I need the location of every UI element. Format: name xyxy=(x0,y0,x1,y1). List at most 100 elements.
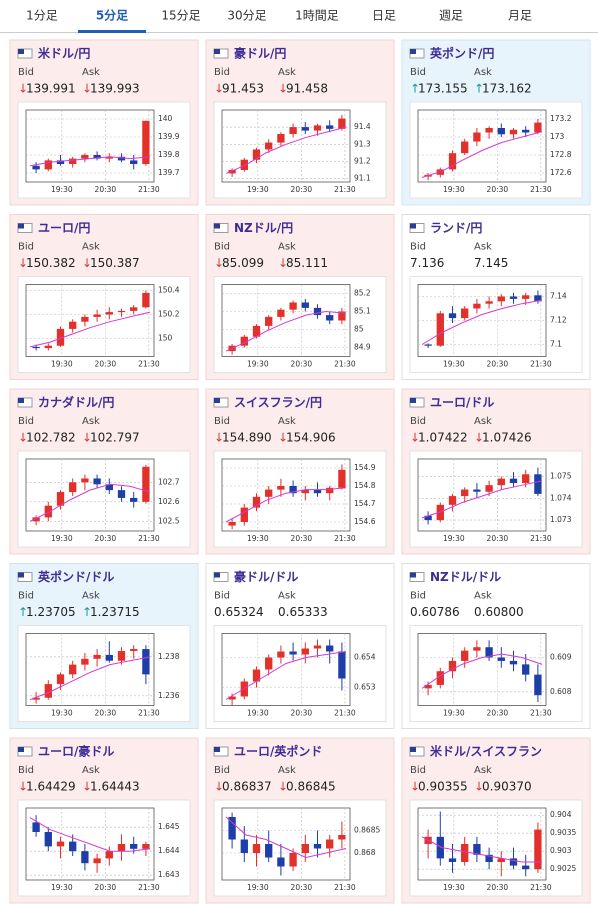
flag-icon-mark xyxy=(410,572,416,578)
candle-body xyxy=(485,485,493,492)
x-tick-label: 21:30 xyxy=(530,534,552,543)
bid-price: 150.382 xyxy=(26,256,76,270)
x-tick-label: 21:30 xyxy=(138,185,160,194)
candle-body xyxy=(534,122,542,133)
candle-body xyxy=(32,165,40,170)
tab[interactable]: 5分足 xyxy=(96,8,128,23)
candle-body xyxy=(81,316,89,322)
candle-body xyxy=(301,302,309,308)
bid-arrow: ↓ xyxy=(18,82,28,96)
x-tick-label: 21:30 xyxy=(334,709,356,718)
candle-body xyxy=(117,490,126,498)
rate-card[interactable]: ランド/円 Bid Ask 7.136 7.145 7.14 7.12 7.1 19:30 20:… xyxy=(401,214,591,380)
bid-label: Bid xyxy=(410,242,426,253)
x-tick-label: 21:30 xyxy=(138,534,160,543)
plot-frame xyxy=(417,109,547,183)
x-tick-label: 20:30 xyxy=(95,185,117,194)
y-tick-label: 0.9025 xyxy=(550,864,576,873)
candle-body xyxy=(289,651,297,655)
candle-body xyxy=(277,857,285,867)
x-tick-label: 19:30 xyxy=(443,883,465,892)
tab[interactable]: 1分足 xyxy=(26,9,58,23)
tab[interactable]: 30分足 xyxy=(227,9,266,23)
pair-name: 米ドル/スイスフラン xyxy=(430,744,542,759)
candle-body xyxy=(265,142,273,150)
x-tick-label: 21:30 xyxy=(530,185,552,194)
candle-body xyxy=(142,466,150,502)
candle-body xyxy=(289,853,297,867)
candle-body xyxy=(130,844,138,849)
candle-body xyxy=(252,325,261,337)
pair-name: 英ポンド/ドル xyxy=(38,569,114,584)
ask-label: Ask xyxy=(278,416,296,427)
moving-average xyxy=(421,653,543,689)
flag-icon-mark xyxy=(18,398,24,403)
x-tick-label: 19:30 xyxy=(247,534,269,543)
candle-body xyxy=(461,844,469,862)
bid-price: 0.65324 xyxy=(214,605,264,619)
y-tick-label: 102.7 xyxy=(158,477,180,486)
tab[interactable]: 週足 xyxy=(439,9,463,23)
ask-arrow: ↑ xyxy=(82,605,92,619)
bid-arrow: ↓ xyxy=(410,780,420,794)
candle-body xyxy=(313,307,322,316)
bid-label: Bid xyxy=(214,416,230,427)
candle-body xyxy=(461,141,469,154)
candle-body xyxy=(130,497,138,502)
bid-arrow: ↓ xyxy=(410,431,420,445)
rate-card[interactable]: NZドル/ドル Bid Ask 0.60786 0.60800 0.609 0.608 19:… xyxy=(401,563,591,729)
bid-label: Bid xyxy=(18,67,34,78)
flag-icon-mark xyxy=(18,572,24,578)
flag-icon-mark xyxy=(214,223,220,229)
candle-body xyxy=(56,328,65,346)
ask-price: 1.07426 xyxy=(482,431,532,445)
pair-name: 豪ドル/円 xyxy=(234,46,286,61)
candle-body xyxy=(522,664,530,675)
y-tick-label: 150.2 xyxy=(158,310,180,319)
plot-frame xyxy=(25,109,155,183)
y-tick-label: 0.8685 xyxy=(354,826,380,835)
rate-card[interactable]: 豪ドル/ドル Bid Ask 0.65324 0.65333 0.654 0.653 19:3… xyxy=(205,563,395,729)
tab[interactable]: 15分足 xyxy=(161,9,200,23)
bid-price: 0.60786 xyxy=(410,605,460,619)
y-tick-label: 1.238 xyxy=(158,652,180,661)
candle-body xyxy=(44,505,52,518)
candle-body xyxy=(69,664,77,675)
candle-body xyxy=(436,504,444,521)
candle-body xyxy=(424,515,432,521)
tab[interactable]: 日足 xyxy=(372,9,396,23)
candle-body xyxy=(338,651,346,679)
bid-label: Bid xyxy=(18,242,34,253)
y-tick-label: 173 xyxy=(550,132,565,141)
y-tick-label: 85 xyxy=(354,325,364,334)
pair-name: ユーロ/円 xyxy=(38,221,90,235)
candle-body xyxy=(485,854,493,862)
candle-body xyxy=(277,651,285,658)
ask-label: Ask xyxy=(82,416,100,427)
candle-body xyxy=(338,118,346,129)
pair-name: ユーロ/豪ドル xyxy=(38,744,114,759)
candle-body xyxy=(485,301,493,304)
candle-body xyxy=(32,346,40,349)
tab[interactable]: 月足 xyxy=(508,9,532,23)
candle-body xyxy=(338,311,346,321)
flag-icon-mark xyxy=(18,49,24,54)
tab[interactable]: 1時間足 xyxy=(295,9,339,23)
plot-frame xyxy=(25,284,155,357)
ask-price: 173.162 xyxy=(482,82,532,96)
bid-label: Bid xyxy=(18,416,34,427)
candle-body xyxy=(301,127,309,131)
x-tick-label: 19:30 xyxy=(51,534,73,543)
